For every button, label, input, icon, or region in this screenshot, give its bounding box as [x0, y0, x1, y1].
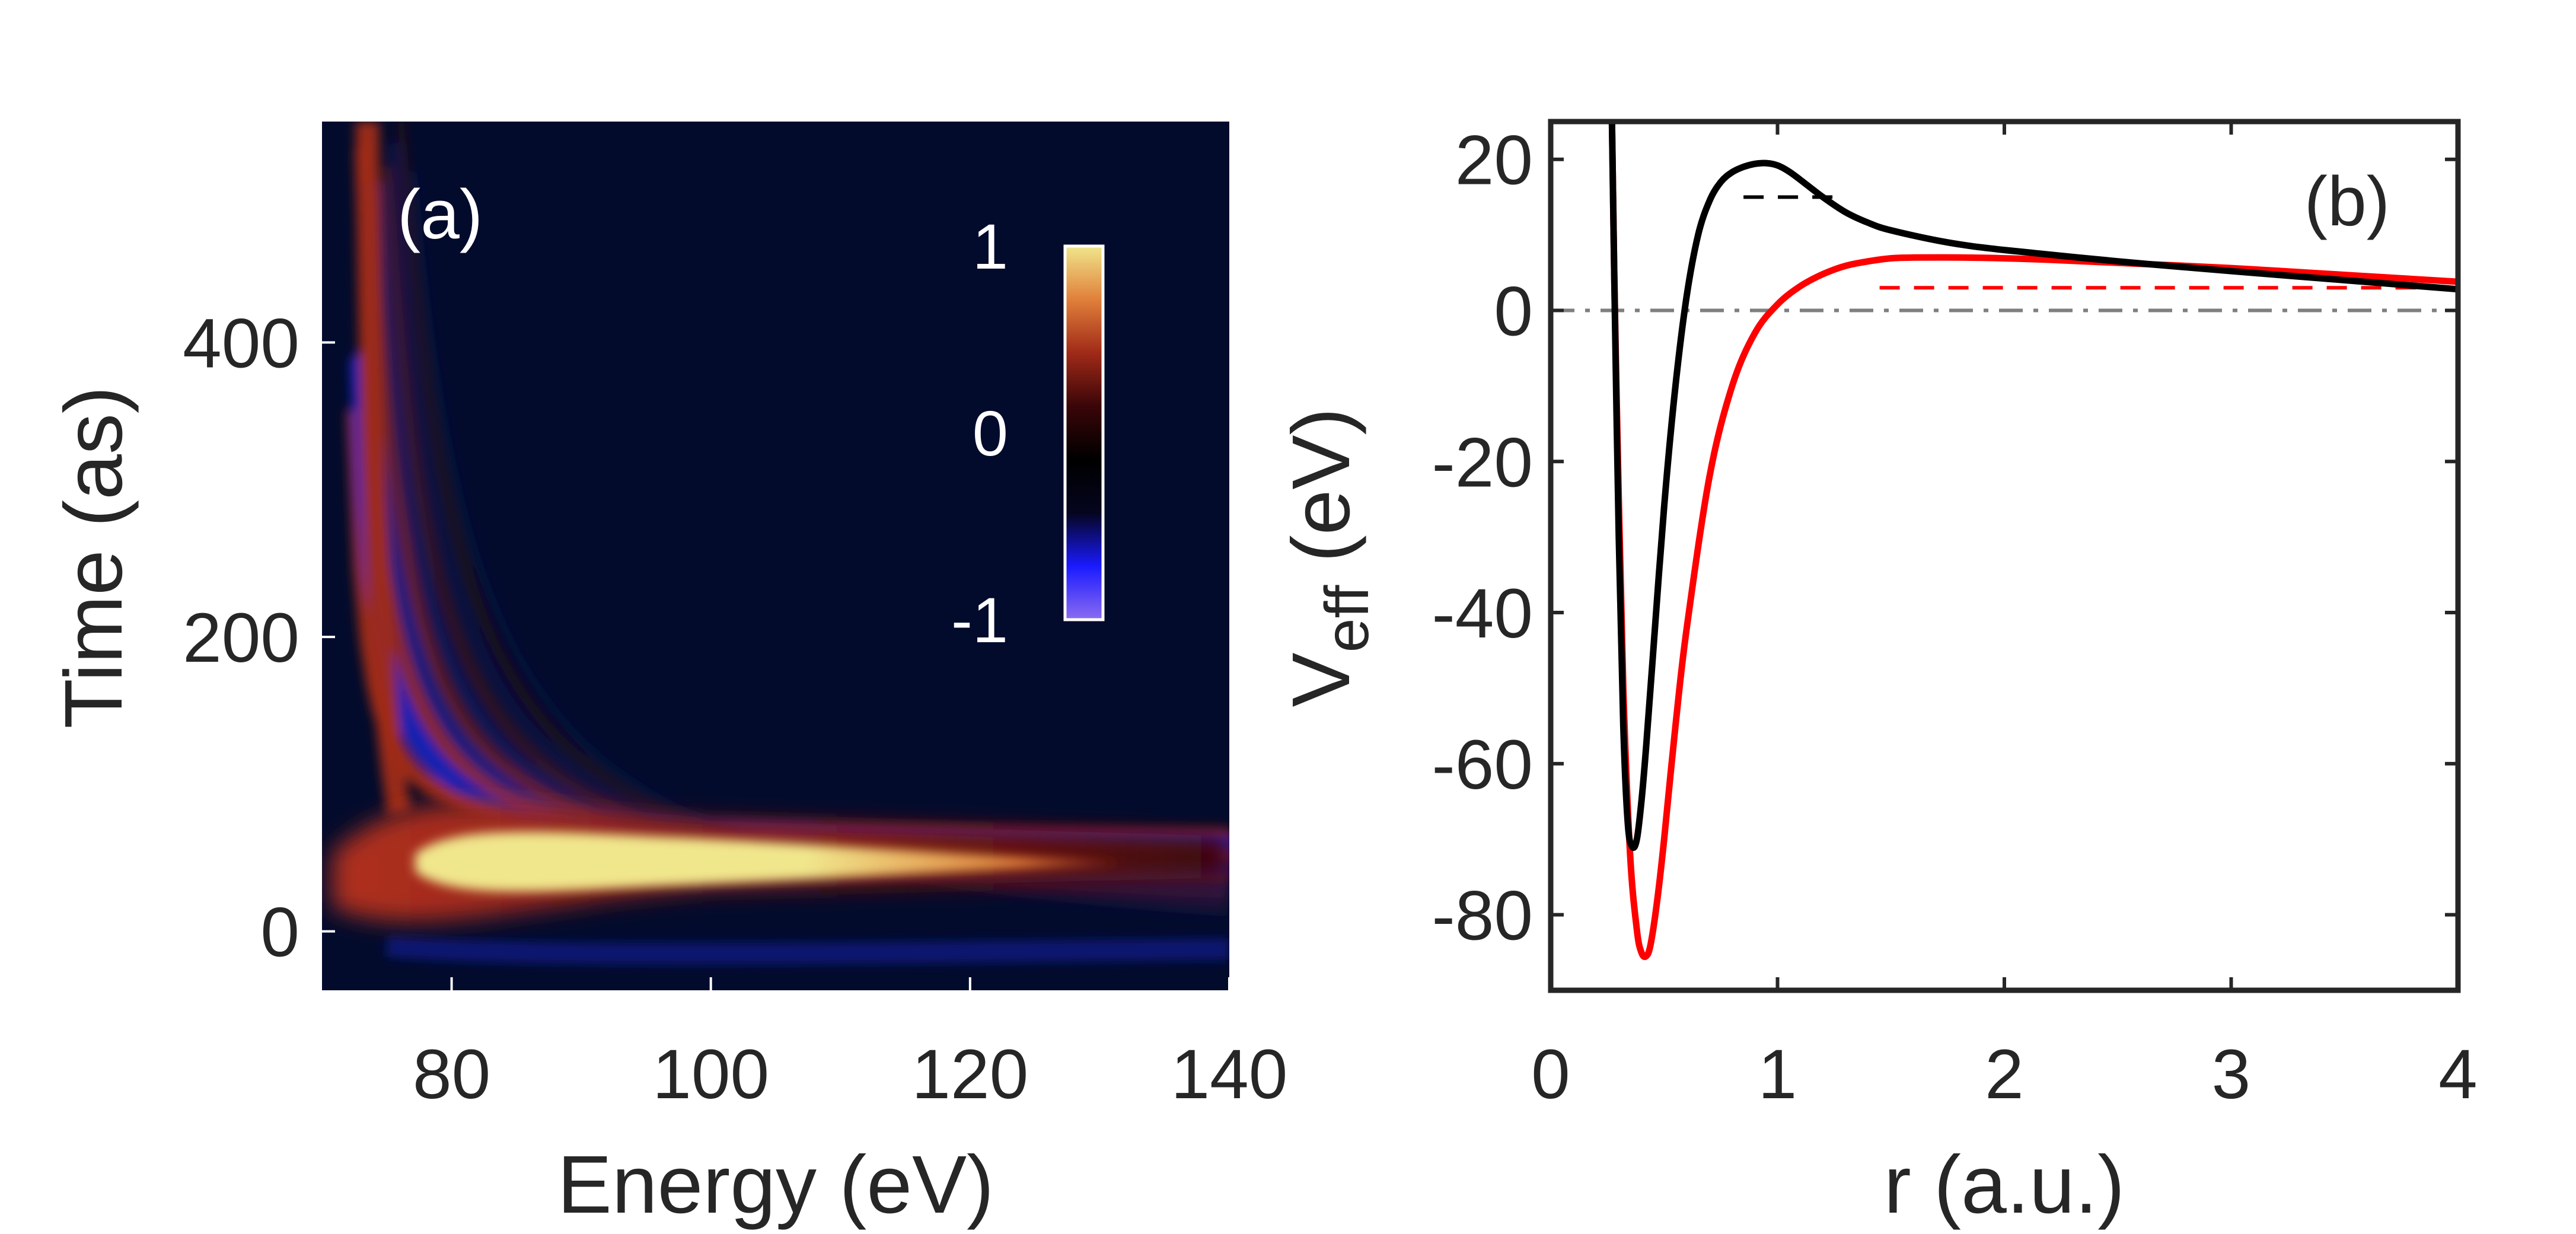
- panel-a-label: (a): [397, 176, 483, 254]
- panel-a-y-axis-title: Time (as): [48, 386, 139, 729]
- x-tick-label: 100: [652, 1035, 769, 1114]
- panel-a-y-ticks: 0 200 400: [183, 304, 335, 972]
- panel-b-plot-area: [1551, 122, 2458, 990]
- panel-a-x-ticks: 80 100 120 140: [413, 977, 1288, 1114]
- y-tick-label: -60: [1432, 726, 1533, 804]
- series-line-black: [1608, 122, 2458, 852]
- heatmap-central-lobe: [332, 803, 1229, 921]
- y-axis-title-subscript: eff: [1313, 585, 1382, 653]
- x-tick-label: 1: [1758, 1035, 1797, 1114]
- y-tick-label: 400: [183, 304, 299, 382]
- panel-b-y-axis-title: Veff (eV): [1276, 408, 1382, 707]
- colorbar: 1 0 -1: [951, 211, 1105, 656]
- y-tick-label: -20: [1432, 423, 1533, 502]
- panel-a: 80 100 120 140 0 200 400 Energy (eV) Time (as…: [48, 122, 1287, 1230]
- y-tick-label: -40: [1432, 575, 1533, 653]
- fringe-band: [355, 122, 412, 816]
- panel-b-x-ticks: 0 1 2 3 4: [1531, 122, 2478, 1114]
- x-tick-label: 0: [1531, 1035, 1570, 1114]
- colorbar-ticks: 1 0 -1: [951, 211, 1008, 656]
- x-tick-label: 140: [1171, 1035, 1288, 1114]
- central-lobe-core: [415, 831, 1127, 892]
- panel-b-y-ticks: 20 0 -20 -40 -60 -80: [1432, 122, 2458, 955]
- y-tick-label: 0: [1494, 272, 1533, 350]
- panel-b: 0 1 2 3 4 20 0 -20 -40 -60 -80 r (a.u.) Veff (eV)…: [1276, 119, 2478, 1230]
- panel-b-label: (b): [2304, 162, 2390, 241]
- colorbar-tick-label: 1: [973, 211, 1008, 282]
- panel-a-x-axis-title: Energy (eV): [557, 1139, 994, 1230]
- y-axis-title-main: V: [1276, 652, 1367, 707]
- x-tick-label: 4: [2438, 1035, 2478, 1114]
- y-axis-title-unit: (eV): [1276, 408, 1367, 585]
- y-tick-label: 20: [1455, 122, 1533, 200]
- y-tick-label: 0: [260, 894, 299, 972]
- colorbar-bar: [1063, 244, 1105, 621]
- x-tick-label: 2: [1985, 1035, 2024, 1114]
- y-tick-label: 200: [183, 599, 299, 677]
- colorbar-tick-label: 0: [973, 397, 1008, 469]
- x-tick-label: 3: [2212, 1035, 2251, 1114]
- y-tick-label: -80: [1432, 877, 1533, 955]
- colorbar-tick-label: -1: [951, 584, 1008, 656]
- panel-b-series: [1608, 122, 2458, 961]
- panel-b-x-axis-title: r (a.u.): [1884, 1139, 2125, 1230]
- x-tick-label: 80: [413, 1035, 490, 1114]
- fringe-band: [385, 935, 1229, 965]
- x-tick-label: 120: [911, 1035, 1028, 1114]
